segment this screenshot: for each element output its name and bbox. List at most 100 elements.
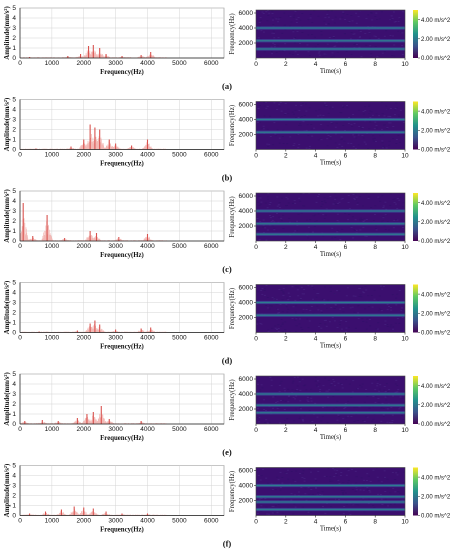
spectrogram-cell — [276, 45, 279, 47]
spectrogram-cell — [392, 395, 395, 397]
spectrogram-cell — [294, 408, 297, 410]
spectrogram-cell — [323, 104, 326, 106]
spectrogram-cell — [350, 143, 353, 144]
spectrogram-cell — [320, 124, 323, 125]
plot-area — [19, 99, 225, 150]
x-tick-label: 10 — [401, 61, 409, 68]
y-axis-label: Frequency(Hz) — [229, 196, 236, 237]
spectrogram-cell — [346, 107, 349, 109]
spectrogram-cell — [331, 19, 334, 21]
spectrogram-cell — [383, 225, 386, 227]
spectrogram-cell — [385, 30, 388, 32]
spectrogram-cell — [336, 300, 339, 302]
spectrogram-cell — [296, 220, 299, 222]
spectrogram-cell — [355, 388, 358, 390]
spectrogram-cell — [338, 422, 341, 423]
spectrogram-cell — [359, 219, 362, 221]
spectrogram-cell — [367, 503, 370, 505]
spectrogram-cell — [361, 318, 364, 320]
spectrogram-cell — [287, 478, 290, 480]
spectrogram-cell — [374, 121, 377, 123]
spectrogram-cell — [394, 491, 397, 493]
spectrogram-cell — [369, 110, 372, 112]
spectrogram-cell — [392, 328, 395, 330]
spectrogram-cell — [287, 113, 290, 115]
spectrogram-cell — [303, 478, 306, 479]
spectrogram-cell — [394, 203, 397, 205]
spectrogram-cell — [369, 316, 372, 318]
spectrogram-cell — [357, 318, 360, 320]
spectrogram: 0 2 4 6 8 10 2000 4000 6000 Time(s) Frequency(Hz) 0… — [229, 284, 451, 350]
spectrogram-cell — [386, 395, 389, 397]
spectrogram-cell — [308, 493, 311, 495]
spectrogram-cell — [286, 311, 289, 313]
spectrogram-cell — [303, 205, 306, 207]
spectrogram-cell — [347, 326, 350, 328]
spectrogram-cell — [363, 218, 366, 220]
spectrogram-band-core — [256, 508, 405, 511]
spectrogram-cell — [333, 293, 336, 294]
spectrogram-band-core — [256, 393, 405, 395]
spectrogram-cell — [311, 285, 314, 287]
spectrogram-cell — [322, 235, 325, 237]
spectrogram-cell — [260, 475, 263, 477]
y-axis-label: Amplitude(mm/s²) — [4, 189, 11, 242]
spectrogram-cell — [388, 330, 391, 332]
spectrogram-cell — [295, 10, 298, 11]
spectrogram-cell — [360, 128, 363, 129]
x-axis-label: Frequency(Hz) — [100, 161, 144, 168]
spectrogram-cell — [279, 489, 282, 491]
spectrogram-cell — [362, 291, 365, 293]
spectrogram-cell — [284, 420, 287, 421]
spectrogram-cell — [318, 194, 321, 195]
colorbar-tick-label: 4.00 m/s^2 — [421, 201, 451, 207]
spectrogram-cell — [323, 200, 326, 202]
x-tick-label: 5000 — [172, 152, 187, 159]
spectrogram-cell — [380, 498, 383, 500]
spectrogram-cell — [343, 33, 346, 35]
spectrogram-cell — [325, 105, 328, 106]
spectrogram-cell — [299, 200, 302, 202]
spectrogram-cell — [385, 105, 388, 107]
spectrogram-cell — [375, 229, 378, 231]
x-tick-label: 3000 — [108, 152, 123, 159]
spectrogram-cell — [355, 43, 358, 45]
spectrogram-cell — [289, 136, 292, 138]
spectrogram-cell — [266, 307, 269, 309]
spectrogram-cell — [326, 125, 329, 127]
spectrogram-cell — [394, 391, 397, 393]
x-tick-label: 6000 — [204, 60, 219, 67]
spectrogram-cell — [329, 106, 332, 108]
spectrogram-cell — [274, 489, 277, 491]
spectrogram-cell — [314, 478, 317, 480]
spectrogram-cell — [288, 296, 291, 297]
spectrogram-cell — [336, 469, 339, 471]
x-tick-label: 5000 — [172, 426, 187, 433]
spectrogram-cell — [326, 138, 329, 140]
spectrogram-cell — [349, 38, 352, 40]
spectrogram-cell — [312, 215, 315, 217]
y-tick-label: 3 — [12, 483, 16, 490]
spectrogram-cell — [325, 390, 328, 392]
spectrogram-cell — [276, 476, 279, 478]
spectrogram-cell — [358, 37, 361, 38]
spectrogram-cell — [256, 291, 259, 293]
spectrogram-cell — [383, 35, 386, 37]
spectrogram-cell — [378, 401, 381, 403]
spectrogram-cell — [301, 378, 304, 380]
spectrogram-cell — [308, 147, 311, 149]
spectrogram-cell — [308, 55, 311, 56]
spectrogram-cell — [389, 193, 392, 195]
spectrogram-cell — [369, 45, 372, 47]
spectrogram-cell — [357, 305, 360, 306]
spectrogram-cell — [368, 113, 371, 115]
spectrogram-cell — [305, 389, 308, 391]
x-tick-label: 10 — [401, 427, 409, 434]
spectrogram-cell — [358, 11, 361, 13]
y-axis-label: Frequency(Hz) — [229, 105, 236, 146]
spectrogram-cell — [302, 308, 305, 310]
spectrogram-cell — [296, 289, 299, 291]
spectrogram-cell — [260, 498, 263, 499]
spectrogram-cell — [374, 16, 377, 17]
spectrogram-cell — [286, 297, 289, 299]
